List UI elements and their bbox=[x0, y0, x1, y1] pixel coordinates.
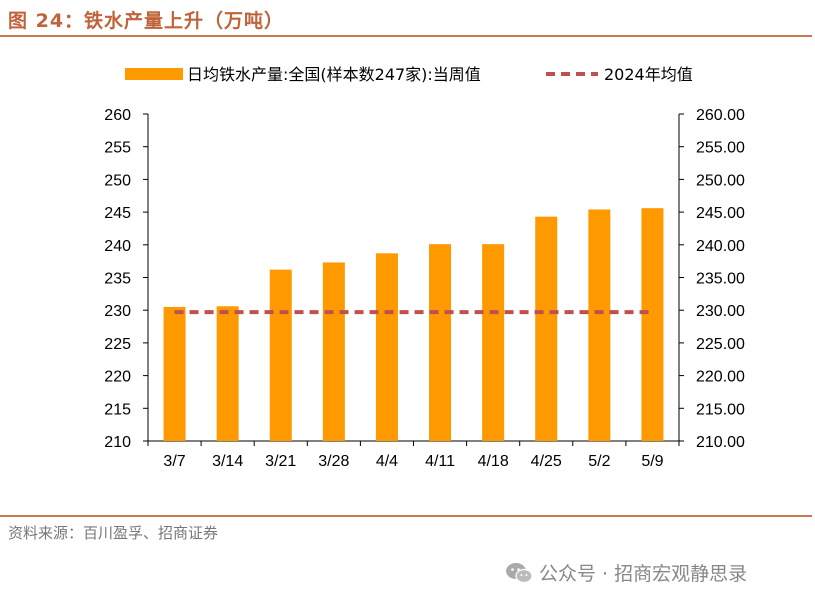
y-tick-label-left: 230 bbox=[104, 303, 131, 320]
y-tick-label-right: 240.00 bbox=[696, 238, 745, 255]
y-tick-label-right: 210.00 bbox=[696, 434, 745, 451]
bar bbox=[269, 269, 292, 441]
legend-label-line: 2024年均值 bbox=[604, 65, 693, 84]
y-tick-label-left: 210 bbox=[104, 434, 131, 451]
bar bbox=[588, 209, 611, 441]
title-divider bbox=[0, 35, 812, 37]
footer-divider bbox=[0, 515, 812, 517]
watermark: 公众号 · 招商宏观静思录 bbox=[505, 559, 747, 586]
y-tick-label-left: 255 bbox=[104, 140, 131, 157]
x-tick-label: 3/14 bbox=[212, 453, 243, 470]
figure-title: 图 24：铁水产量上升（万吨） bbox=[8, 10, 285, 32]
y-tick-label-right: 215.00 bbox=[696, 401, 745, 418]
x-tick-label: 4/25 bbox=[531, 453, 562, 470]
bar bbox=[535, 216, 558, 441]
watermark-text: 公众号 · 招商宏观静思录 bbox=[539, 563, 748, 585]
y-tick-label-right: 230.00 bbox=[696, 303, 745, 320]
y-tick-label-left: 215 bbox=[104, 401, 131, 418]
y-tick-label-left: 260 bbox=[104, 107, 131, 124]
y-tick-label-left: 245 bbox=[104, 205, 131, 222]
y-tick-label-left: 225 bbox=[104, 336, 131, 353]
y-tick-label-left: 240 bbox=[104, 238, 131, 255]
y-tick-label-right: 250.00 bbox=[696, 172, 745, 189]
legend: 日均铁水产量:全国(样本数247家):当周值 2024年均值 bbox=[125, 65, 693, 84]
x-tick-label: 3/28 bbox=[318, 453, 349, 470]
bar bbox=[322, 262, 345, 441]
bar-series bbox=[163, 208, 664, 441]
y-tick-label-left: 235 bbox=[104, 271, 131, 288]
x-tick-label: 4/11 bbox=[425, 453, 455, 470]
y-tick-label-right: 225.00 bbox=[696, 336, 745, 353]
source-note: 资料来源：百川盈孚、招商证券 bbox=[8, 524, 219, 542]
bar bbox=[216, 306, 239, 441]
x-tick-label: 4/4 bbox=[376, 453, 398, 470]
y-tick-label-left: 250 bbox=[104, 172, 131, 189]
y-tick-label-right: 245.00 bbox=[696, 205, 745, 222]
legend-swatch-bar bbox=[125, 68, 183, 80]
bar bbox=[163, 306, 186, 441]
y-tick-label-right: 220.00 bbox=[696, 369, 745, 386]
x-tick-label: 3/21 bbox=[265, 453, 296, 470]
y-tick-label-left: 220 bbox=[104, 369, 131, 386]
bar bbox=[429, 244, 452, 441]
wechat-icon bbox=[506, 562, 533, 583]
legend-label-bar: 日均铁水产量:全国(样本数247家):当周值 bbox=[187, 65, 481, 84]
x-tick-label: 5/9 bbox=[641, 453, 663, 470]
y-tick-label-right: 235.00 bbox=[696, 271, 745, 288]
x-tick-label: 4/18 bbox=[478, 453, 509, 470]
bar bbox=[375, 253, 398, 441]
bar bbox=[482, 244, 505, 441]
y-tick-label-right: 255.00 bbox=[696, 140, 745, 157]
y-tick-label-right: 260.00 bbox=[696, 107, 745, 124]
x-tick-label: 5/2 bbox=[588, 453, 610, 470]
bar bbox=[641, 208, 664, 441]
x-tick-label: 3/7 bbox=[163, 453, 185, 470]
